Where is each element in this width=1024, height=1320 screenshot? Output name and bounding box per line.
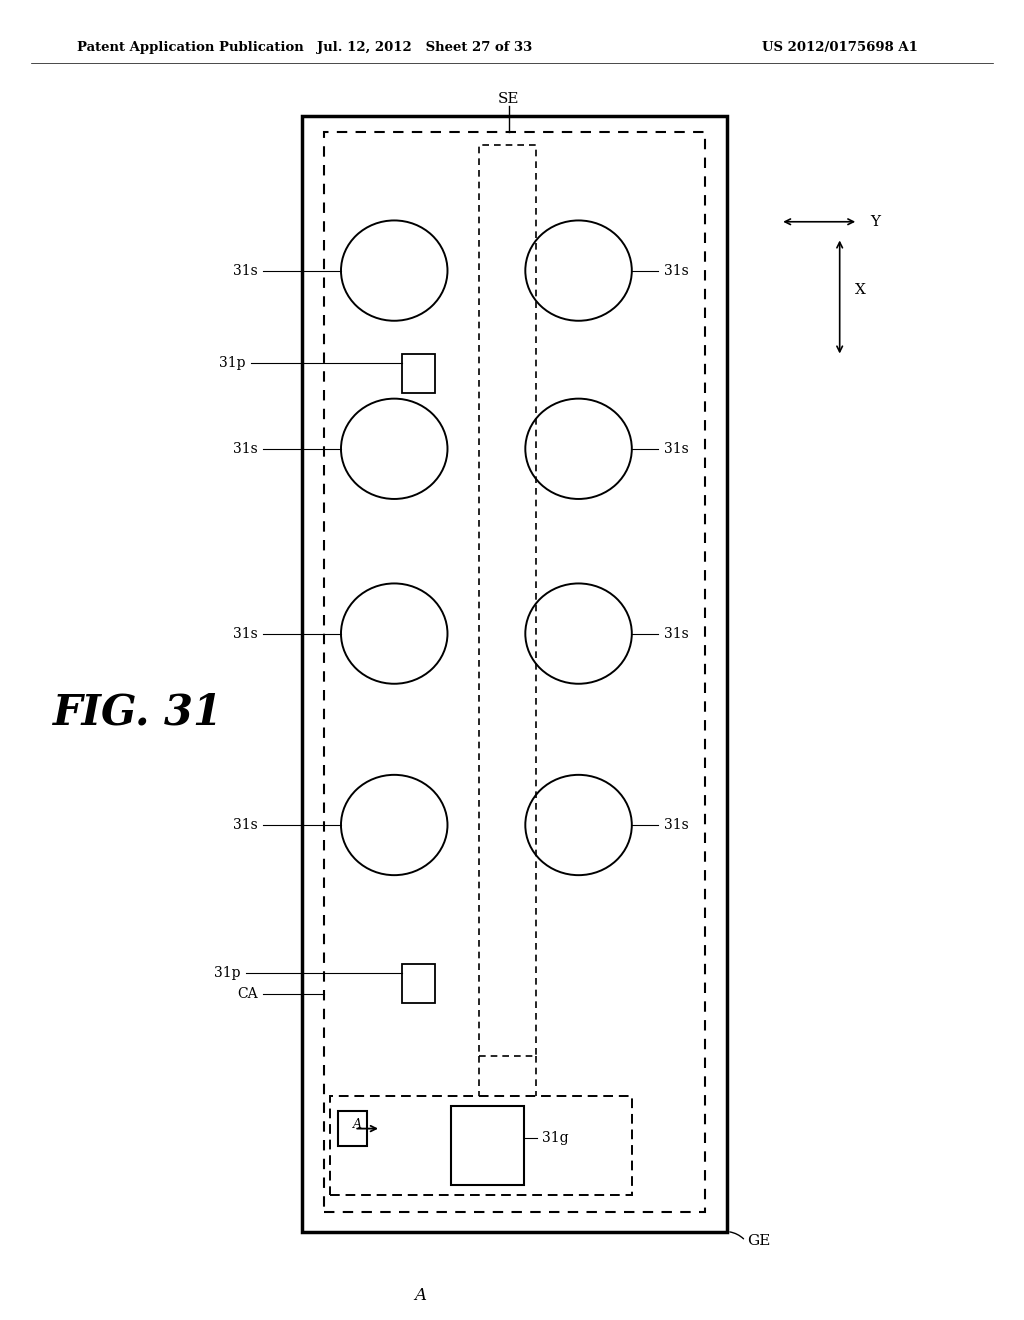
Text: CA: CA <box>238 987 258 1001</box>
Text: 31s: 31s <box>664 818 688 832</box>
Bar <box>402 964 435 1003</box>
Text: 31s: 31s <box>233 442 258 455</box>
Text: 31g: 31g <box>542 1131 568 1144</box>
Text: 31p: 31p <box>214 966 241 979</box>
Text: A: A <box>414 1287 426 1304</box>
Text: Y: Y <box>870 215 881 228</box>
Bar <box>402 354 435 393</box>
Bar <box>324 132 705 1212</box>
Text: US 2012/0175698 A1: US 2012/0175698 A1 <box>762 41 918 54</box>
Text: SE: SE <box>499 91 519 106</box>
Bar <box>338 1111 367 1146</box>
Text: 31p: 31p <box>219 356 246 370</box>
Text: 31s: 31s <box>233 264 258 277</box>
Text: A: A <box>352 1118 361 1131</box>
Text: Patent Application Publication: Patent Application Publication <box>77 41 303 54</box>
Bar <box>479 145 536 1056</box>
Bar <box>302 116 727 1232</box>
Text: 31s: 31s <box>664 627 688 640</box>
Bar <box>451 1106 524 1185</box>
Text: 31s: 31s <box>664 442 688 455</box>
Text: X: X <box>855 284 866 297</box>
Text: 31s: 31s <box>233 818 258 832</box>
Text: GE: GE <box>748 1234 771 1247</box>
Text: 31s: 31s <box>233 627 258 640</box>
Bar <box>330 1096 632 1195</box>
Text: 31s: 31s <box>664 264 688 277</box>
Text: FIG. 31: FIG. 31 <box>53 692 223 734</box>
Text: Jul. 12, 2012   Sheet 27 of 33: Jul. 12, 2012 Sheet 27 of 33 <box>317 41 532 54</box>
